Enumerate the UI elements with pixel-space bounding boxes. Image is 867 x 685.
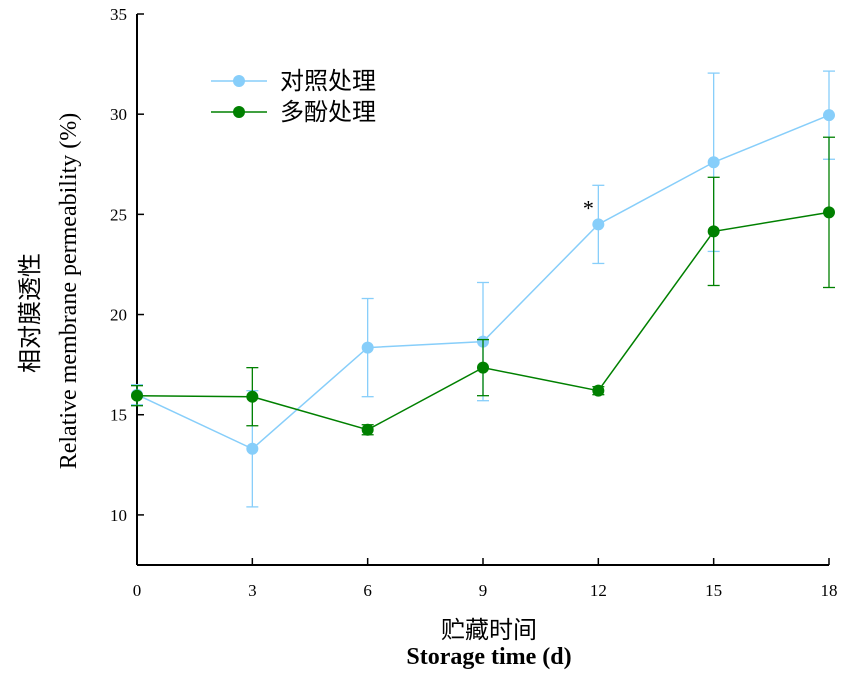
data-point — [592, 384, 605, 397]
y-tick-label: 10 — [110, 506, 127, 525]
data-point — [592, 218, 605, 231]
data-point — [246, 442, 259, 455]
y-tick-label: 35 — [110, 5, 127, 24]
y-axis-title-cn: 相对膜透性 — [17, 253, 44, 373]
data-point — [361, 423, 374, 436]
x-axis-title: Storage time (d) — [406, 644, 571, 670]
legend-label: 多酚处理 — [280, 99, 376, 126]
y-tick-label: 20 — [110, 306, 127, 325]
data-point — [707, 225, 720, 238]
y-tick-label: 30 — [110, 105, 127, 124]
legend-marker — [233, 75, 245, 87]
x-tick-label: 9 — [479, 581, 488, 600]
y-tick-label: 25 — [110, 205, 127, 224]
x-tick-label: 15 — [705, 581, 722, 600]
legend-marker — [233, 106, 245, 118]
data-point — [131, 389, 143, 402]
data-point — [823, 109, 835, 122]
legend-label: 对照处理 — [280, 68, 376, 95]
x-tick-label: 12 — [590, 581, 607, 600]
y-tick-label: 15 — [110, 406, 127, 425]
series-1 — [131, 70, 835, 508]
x-tick-label: 0 — [133, 581, 142, 600]
axes: 10 15 20 25 30 35 0 3 6 9 12 15 18 — [110, 5, 838, 600]
data-point — [823, 206, 835, 219]
x-tick-label: 18 — [821, 581, 838, 600]
data-point — [246, 390, 259, 403]
y-axis-title: Relative membrane permeability (%) — [56, 113, 82, 470]
data-point — [477, 361, 489, 374]
x-tick-label: 6 — [363, 581, 372, 600]
x-tick-label: 3 — [248, 581, 257, 600]
series-layer — [131, 70, 835, 508]
significance-annotation: * — [583, 195, 594, 220]
x-axis-title-cn: 贮藏时间 — [441, 617, 537, 644]
data-point — [361, 341, 374, 354]
series-2 — [131, 136, 835, 436]
data-point — [707, 156, 720, 169]
